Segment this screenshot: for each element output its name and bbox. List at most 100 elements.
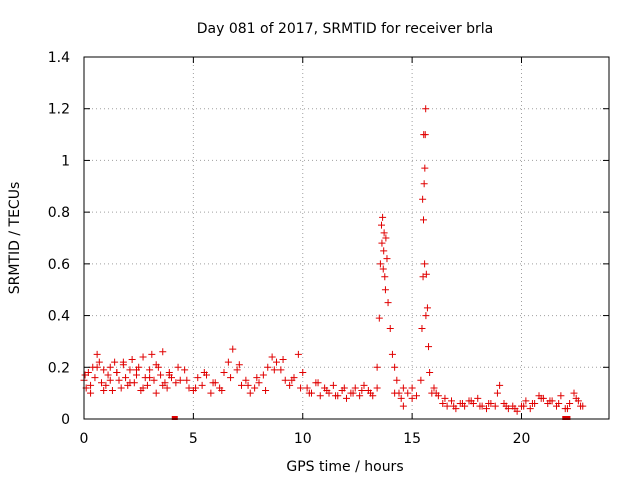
data-point (95, 358, 103, 366)
data-point (192, 384, 200, 392)
axis-ticks (83, 56, 609, 420)
data-point (174, 363, 182, 371)
data-point (417, 376, 425, 384)
chart-title: Day 081 of 2017, SRMTID for receiver brl… (197, 21, 494, 37)
data-point (502, 402, 510, 410)
data-point (441, 394, 449, 402)
data-point (148, 350, 156, 358)
data-point (388, 350, 396, 358)
data-point (253, 374, 261, 382)
data-point (380, 247, 388, 255)
data-point (379, 213, 387, 221)
data-point (391, 389, 399, 397)
data-point (98, 379, 105, 387)
data-point (157, 371, 165, 379)
data-point (391, 363, 399, 371)
data-point (418, 325, 426, 332)
data-point (93, 363, 101, 371)
data-point-zero (564, 416, 571, 420)
data-point (133, 366, 140, 374)
data-point (450, 402, 458, 410)
data-point (163, 384, 171, 392)
series-srmtid (80, 105, 587, 420)
x-tick-label: 20 (513, 431, 531, 447)
data-point (511, 405, 519, 413)
data-point (422, 312, 430, 320)
data-point (227, 374, 235, 382)
data-point (430, 384, 438, 392)
data-point (185, 384, 193, 392)
data-point (288, 376, 296, 384)
data-point (491, 402, 499, 410)
data-point (439, 399, 447, 407)
data-point (384, 299, 392, 307)
data-point (209, 379, 217, 387)
data-point (349, 389, 357, 397)
data-point (425, 343, 433, 351)
data-point (378, 239, 386, 247)
plot-frame (83, 56, 610, 420)
data-point (181, 366, 189, 374)
data-point (376, 260, 384, 268)
data-point (183, 376, 191, 384)
data-point (393, 376, 401, 384)
data-point (198, 381, 206, 389)
data-point (496, 381, 504, 389)
data-point (305, 389, 313, 397)
data-point (485, 399, 493, 407)
y-tick-label: 1.4 (48, 50, 70, 66)
y-tick-label: 0.4 (48, 309, 70, 325)
y-tick-label: 0.6 (48, 257, 70, 273)
data-point (399, 384, 407, 392)
data-point (381, 273, 389, 281)
data-point (102, 381, 110, 389)
data-point (557, 392, 565, 400)
data-point (483, 405, 490, 413)
data-point (150, 376, 158, 384)
data-point (87, 389, 95, 397)
data-point (286, 381, 294, 389)
y-tick-labels: 0 0.2 0.4 0.6 0.8 1 1.2 1.4 (48, 50, 70, 428)
data-point (165, 371, 173, 379)
data-point (493, 389, 501, 397)
data-point-zero (171, 416, 178, 420)
data-point (242, 376, 250, 384)
data-point (413, 392, 420, 400)
data-point (176, 376, 184, 384)
data-point (399, 402, 407, 410)
data-point (420, 180, 428, 188)
data-point (106, 363, 114, 371)
data-point (577, 402, 585, 410)
data-point (297, 384, 305, 392)
y-axis-label: SRMTID / TECUs (7, 182, 23, 295)
data-point (404, 389, 412, 397)
data-point (159, 381, 167, 389)
data-point (273, 358, 280, 366)
data-point (367, 389, 375, 397)
data-point (220, 368, 228, 376)
data-point (113, 368, 121, 376)
data-point (555, 399, 563, 407)
data-point (383, 255, 391, 263)
data-point (268, 353, 276, 361)
data-point (379, 265, 387, 273)
data-point (382, 234, 390, 242)
data-point (251, 384, 259, 392)
data-point (229, 345, 237, 353)
data-point (572, 394, 580, 402)
data-point (279, 356, 287, 364)
data-point (408, 384, 416, 392)
data-point (117, 384, 125, 392)
data-point (233, 366, 241, 374)
data-point (128, 356, 136, 364)
x-tick-labels: 0 5 10 15 20 (80, 431, 531, 447)
data-point (104, 371, 112, 379)
data-point (566, 399, 574, 407)
y-tick-label: 1 (61, 153, 70, 169)
data-point (200, 368, 208, 376)
data-point (108, 387, 116, 395)
data-point (139, 353, 147, 361)
data-point (143, 381, 151, 389)
data-point (420, 131, 428, 139)
data-point (358, 387, 366, 395)
